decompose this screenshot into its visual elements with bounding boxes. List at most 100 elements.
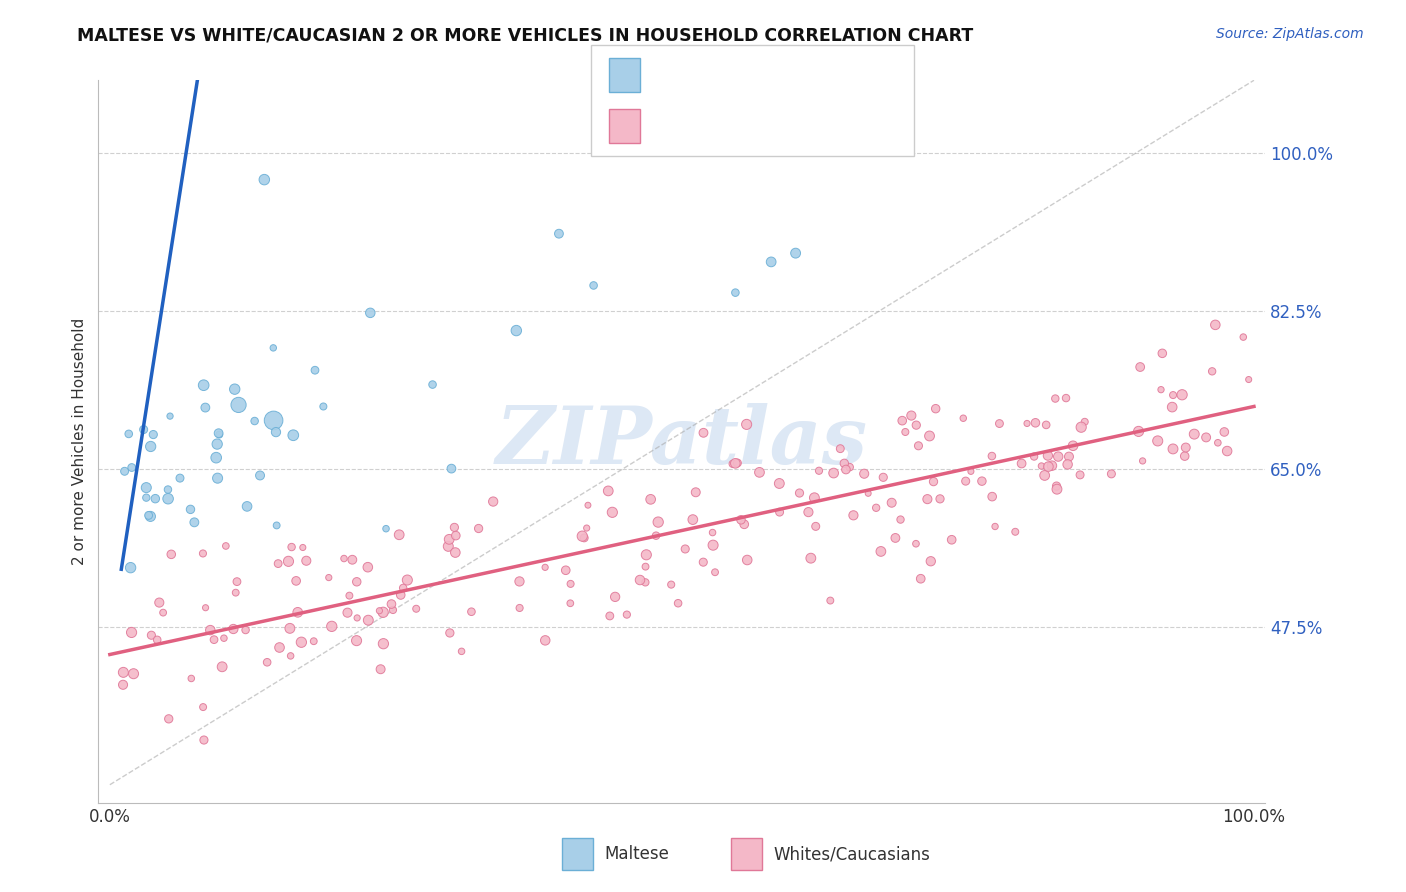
Point bbox=[263, 413, 285, 427]
Point bbox=[381, 603, 404, 617]
Point bbox=[1152, 346, 1174, 360]
Point bbox=[146, 632, 169, 647]
Point bbox=[1174, 441, 1197, 455]
Point bbox=[122, 666, 145, 681]
Point bbox=[312, 400, 335, 414]
Point bbox=[548, 227, 571, 241]
Point bbox=[290, 635, 312, 649]
Point bbox=[226, 574, 249, 589]
Point bbox=[194, 600, 217, 615]
Point bbox=[450, 644, 472, 658]
Point bbox=[191, 700, 214, 714]
Point bbox=[808, 464, 831, 478]
Point bbox=[207, 426, 229, 441]
Point bbox=[1201, 364, 1223, 378]
Point bbox=[346, 633, 368, 648]
Point bbox=[759, 255, 782, 269]
Point bbox=[139, 509, 162, 524]
Point bbox=[554, 563, 576, 577]
Point bbox=[725, 456, 748, 470]
Point bbox=[157, 491, 180, 506]
Point bbox=[574, 531, 596, 545]
Point bbox=[534, 633, 557, 648]
Point bbox=[437, 539, 460, 553]
Point bbox=[152, 606, 174, 620]
Point bbox=[121, 625, 143, 640]
Point bbox=[215, 539, 238, 553]
Point bbox=[380, 597, 402, 611]
Point bbox=[1195, 430, 1218, 444]
Point bbox=[1132, 454, 1154, 468]
Point bbox=[941, 533, 963, 547]
Point bbox=[856, 486, 879, 500]
Point bbox=[205, 437, 228, 451]
Point bbox=[179, 502, 201, 516]
Point bbox=[444, 545, 467, 559]
Point bbox=[278, 621, 301, 635]
Point bbox=[910, 572, 932, 586]
Point bbox=[905, 418, 928, 433]
Point bbox=[1024, 416, 1046, 430]
Point bbox=[460, 605, 482, 619]
Point bbox=[1056, 458, 1078, 472]
Point bbox=[211, 660, 233, 674]
Point bbox=[285, 574, 308, 588]
Point bbox=[917, 492, 939, 507]
Point bbox=[1213, 425, 1236, 439]
Point bbox=[692, 555, 714, 569]
Point bbox=[1128, 425, 1150, 439]
Point bbox=[980, 449, 1002, 463]
Point bbox=[1171, 388, 1194, 402]
Point bbox=[157, 712, 180, 726]
Point bbox=[889, 512, 911, 526]
Text: R =  0.317   N =  48: R = 0.317 N = 48 bbox=[651, 66, 832, 84]
Point bbox=[870, 544, 893, 558]
Point bbox=[1031, 458, 1053, 473]
Point bbox=[253, 172, 276, 186]
Point bbox=[1069, 467, 1091, 482]
Point bbox=[748, 466, 770, 480]
Point bbox=[960, 464, 983, 478]
Point bbox=[1047, 450, 1070, 464]
Point bbox=[952, 411, 974, 425]
Point bbox=[1070, 420, 1092, 434]
Point bbox=[121, 460, 143, 475]
Point bbox=[1074, 415, 1097, 429]
Point bbox=[582, 278, 605, 293]
Point bbox=[628, 573, 651, 587]
Point bbox=[872, 470, 894, 484]
Point bbox=[228, 398, 250, 412]
Point bbox=[224, 382, 246, 396]
Point bbox=[183, 516, 205, 530]
Point bbox=[280, 540, 302, 554]
Point bbox=[673, 541, 696, 556]
Point bbox=[838, 460, 860, 475]
Point bbox=[346, 574, 368, 589]
Point bbox=[193, 378, 215, 392]
Point bbox=[647, 515, 669, 529]
Point bbox=[1237, 372, 1260, 386]
Point bbox=[225, 585, 247, 599]
Point bbox=[853, 467, 876, 481]
Point bbox=[984, 519, 1007, 533]
Point bbox=[970, 474, 993, 488]
Point bbox=[439, 626, 461, 640]
Point bbox=[207, 471, 229, 485]
Y-axis label: 2 or more Vehicles in Household: 2 or more Vehicles in Household bbox=[72, 318, 87, 566]
Text: Source: ZipAtlas.com: Source: ZipAtlas.com bbox=[1216, 27, 1364, 41]
Point bbox=[235, 623, 257, 637]
Point bbox=[602, 505, 624, 519]
Point bbox=[1054, 391, 1077, 405]
Point bbox=[900, 409, 922, 423]
Point bbox=[283, 428, 305, 442]
Point bbox=[682, 513, 704, 527]
Point bbox=[357, 613, 380, 627]
Point bbox=[1057, 450, 1080, 464]
Point bbox=[1206, 435, 1229, 450]
Point bbox=[645, 529, 668, 543]
Point bbox=[139, 440, 162, 454]
Point bbox=[659, 577, 682, 591]
Point bbox=[304, 363, 326, 377]
Point bbox=[287, 605, 309, 619]
Point bbox=[768, 476, 790, 491]
